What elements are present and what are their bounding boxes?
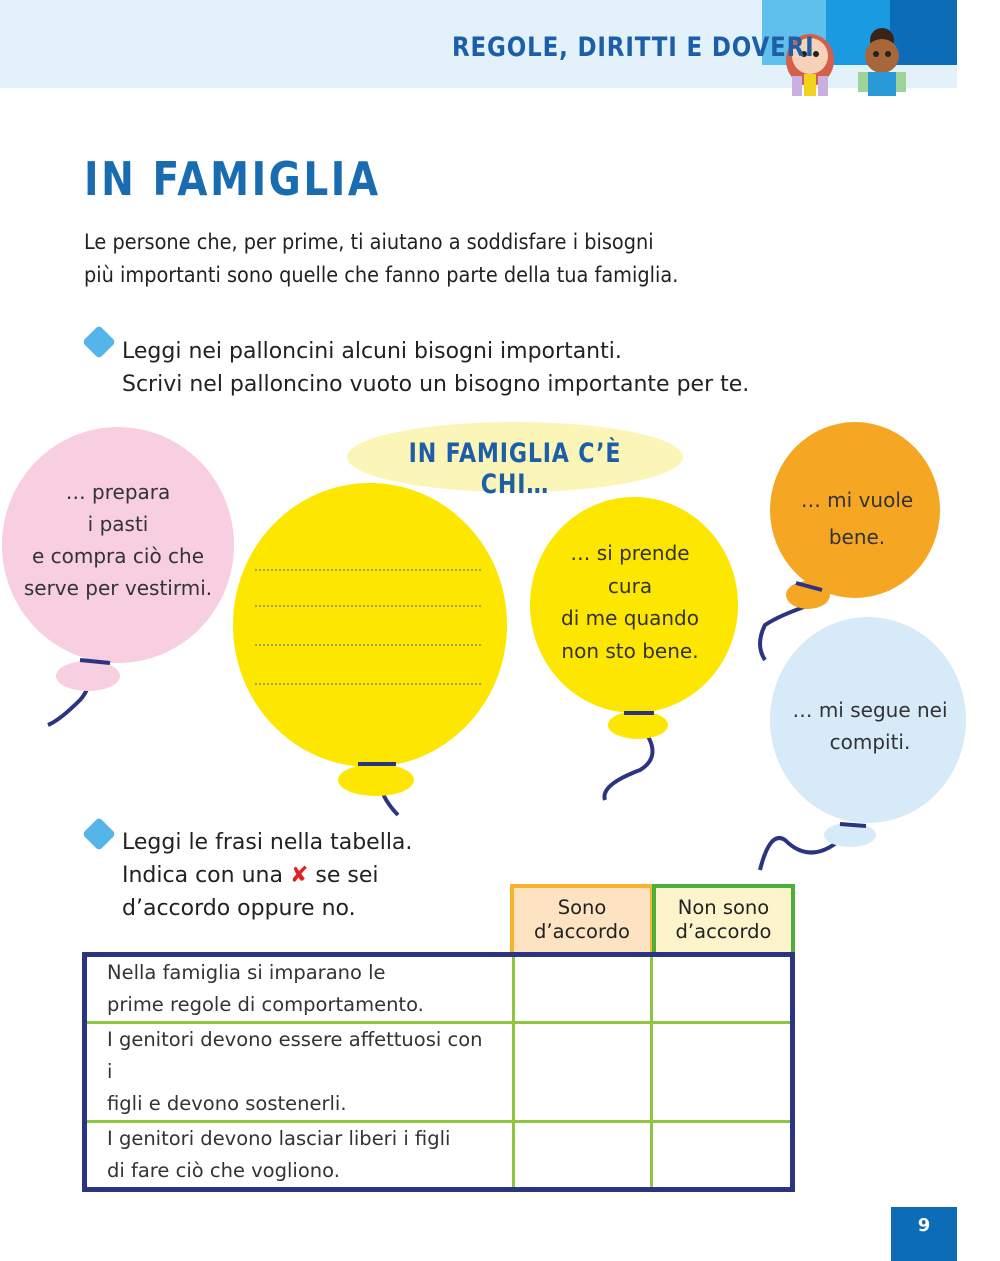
header-text: Sono xyxy=(557,896,607,919)
table-row: Nella famiglia si imparano le prime regol… xyxy=(84,954,793,1024)
statement-cell: I genitori devono lasciar liberi i figli… xyxy=(84,1120,515,1190)
text-line: I genitori devono essere affettuosi con … xyxy=(107,1028,483,1083)
page-title: IN FAMIGLIA xyxy=(84,152,381,206)
agreement-table: Nella famiglia si imparano le prime regol… xyxy=(82,952,795,1192)
instruction-line: Indica con una ✘ se sei xyxy=(122,859,412,892)
instruction-line: Scrivi nel palloncino vuoto un bisogno i… xyxy=(122,372,750,397)
text: Indica con una xyxy=(122,863,283,888)
text-line: … prepara xyxy=(65,480,171,504)
text-line: compiti. xyxy=(829,730,911,754)
section-title: REGOLE, DIRITTI E DOVERI xyxy=(452,32,815,63)
header-text: d’accordo xyxy=(534,920,630,943)
agree-checkbox-cell[interactable] xyxy=(512,954,653,1024)
statement-cell: I genitori devono essere affettuosi con … xyxy=(84,1021,515,1123)
text-line: prime regole di comportamento. xyxy=(107,993,424,1016)
orange-balloon-text: … mi vuole bene. xyxy=(757,482,957,556)
yellow-writing-balloon xyxy=(233,483,507,817)
disagree-checkbox-cell[interactable] xyxy=(649,1021,793,1123)
text-line: … mi vuole xyxy=(800,488,914,512)
disagree-checkbox-cell[interactable] xyxy=(649,1120,793,1190)
text-line: i pasti xyxy=(87,512,149,536)
yellow-balloon xyxy=(530,497,738,801)
table-row: I genitori devono essere affettuosi con … xyxy=(84,1021,793,1123)
exercise2-instructions: Leggi le frasi nella tabella. Indica con… xyxy=(122,826,412,925)
table-row: I genitori devono lasciar liberi i figli… xyxy=(84,1120,793,1190)
text: se sei xyxy=(315,863,379,888)
page-number: 9 xyxy=(891,1207,957,1261)
label-bubble xyxy=(347,422,683,492)
blue-balloon-text: … mi segue nei compiti. xyxy=(770,694,970,758)
exercise1-instructions: Leggi nei palloncini alcuni bisogni impo… xyxy=(122,335,749,401)
text-line: di me quando xyxy=(561,606,699,630)
text-line: serve per vestirmi. xyxy=(23,576,213,600)
instruction-line: Leggi le frasi nella tabella. xyxy=(122,830,413,855)
text-line: Nella famiglia si imparano le xyxy=(107,961,386,984)
text-line: non sto bene. xyxy=(561,638,699,663)
text-line: … si prende xyxy=(570,541,690,565)
pink-balloon xyxy=(2,427,234,727)
header-agree: Sono d’accordo xyxy=(510,884,654,954)
agree-checkbox-cell[interactable] xyxy=(512,1021,653,1123)
text-line: I genitori devono lasciar liberi i figli xyxy=(107,1127,451,1150)
orange-balloon xyxy=(758,422,940,662)
yellow-balloon-text: … si prende cura di me quando non sto be… xyxy=(530,537,730,667)
instruction-line: Leggi nei palloncini alcuni bisogni impo… xyxy=(122,339,622,364)
header-text: Non sono xyxy=(677,896,770,919)
text-line: di fare ciò che vogliono. xyxy=(107,1159,340,1182)
intro-text: Le persone che, per prime, ti aiutano a … xyxy=(84,226,678,292)
balloons-illustration xyxy=(2,422,966,871)
pink-balloon-text: … prepara i pasti e compra ciò che serve… xyxy=(18,476,218,604)
statement-cell: Nella famiglia si imparano le prime regol… xyxy=(84,954,515,1024)
agree-checkbox-cell[interactable] xyxy=(512,1120,653,1190)
intro-line: più importanti sono quelle che fanno par… xyxy=(84,263,679,287)
children-illustration xyxy=(786,28,906,96)
text-line: bene. xyxy=(828,525,886,549)
x-mark-icon: ✘ xyxy=(289,863,309,888)
instruction-line: d’accordo oppure no. xyxy=(122,896,356,921)
text-line: figli e devono sostenerli. xyxy=(107,1092,347,1115)
intro-line: Le persone che, per prime, ti aiutano a … xyxy=(84,230,654,254)
header-disagree: Non sono d’accordo xyxy=(652,884,795,954)
balloons-label: IN FAMIGLIA C’È CHI… xyxy=(408,438,622,500)
text-line: … mi segue nei xyxy=(792,698,948,722)
blue-balloon xyxy=(758,617,966,871)
text-line: cura xyxy=(607,573,653,598)
disagree-checkbox-cell[interactable] xyxy=(649,954,793,1024)
text-line: e compra ciò che xyxy=(31,544,205,568)
header-text: d’accordo xyxy=(675,920,772,943)
header-block-dark xyxy=(890,0,957,65)
